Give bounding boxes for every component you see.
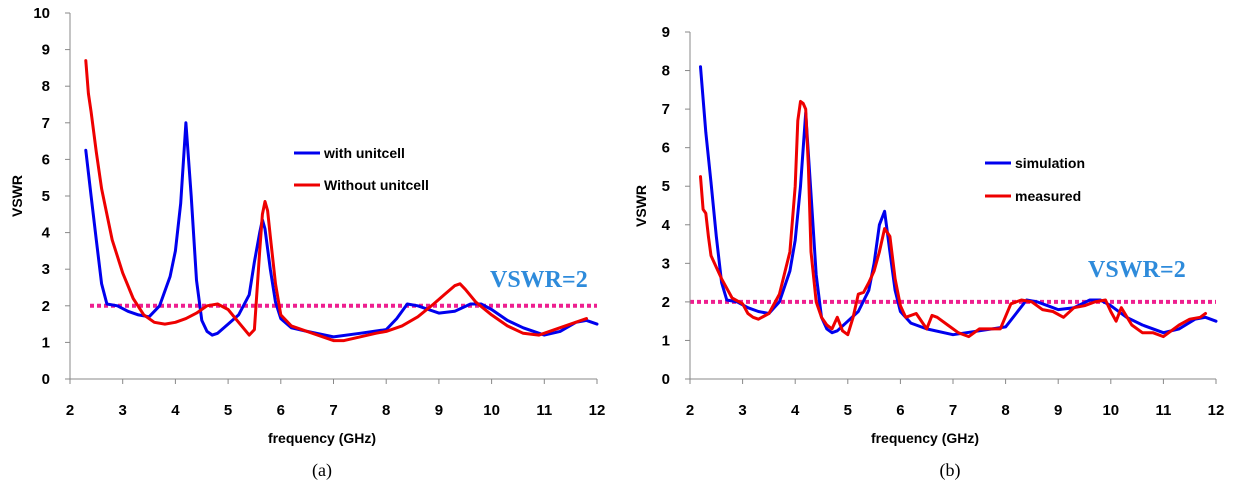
y-axis-label: VSWR <box>633 185 649 227</box>
x-tick-label: 12 <box>589 402 606 419</box>
legend-label-simulation: simulation <box>1015 155 1085 171</box>
x-tick-label: 5 <box>224 402 232 419</box>
y-tick-label: 3 <box>42 261 50 278</box>
x-axis-label: frequency (GHz) <box>871 430 979 446</box>
legend-label-with-unitcell: with unitcell <box>323 145 405 161</box>
x-tick-label: 6 <box>896 402 904 419</box>
vswr-annotation: VSWR=2 <box>1088 257 1186 283</box>
y-tick-label: 6 <box>662 140 670 157</box>
y-tick-label: 9 <box>662 24 670 41</box>
x-tick-label: 8 <box>1001 402 1009 419</box>
y-tick-label: 4 <box>42 225 51 242</box>
y-tick-label: 8 <box>42 78 50 95</box>
y-tick-label: 0 <box>662 371 670 388</box>
x-tick-label: 3 <box>119 402 127 419</box>
y-tick-label: 5 <box>42 188 50 205</box>
y-tick-label: 6 <box>42 151 50 168</box>
y-axis-label: VSWR <box>9 175 25 217</box>
x-tick-label: 7 <box>329 402 337 419</box>
x-tick-label: 5 <box>844 402 852 419</box>
y-tick-label: 5 <box>662 178 670 195</box>
legend-label-measured: measured <box>1015 188 1081 204</box>
series-line-simulation <box>699 65 1218 337</box>
y-tick-label: 1 <box>662 332 670 349</box>
y-tick-label: 8 <box>662 63 670 80</box>
x-tick-label: 11 <box>1155 402 1171 419</box>
x-tick-label: 9 <box>1054 402 1062 419</box>
x-tick-label: 4 <box>791 402 800 419</box>
y-tick-label: 0 <box>42 371 50 388</box>
y-tick-label: 7 <box>42 115 50 132</box>
x-tick-label: 10 <box>1102 402 1119 419</box>
y-tick-label: 2 <box>662 294 670 311</box>
y-tick-label: 7 <box>662 101 670 118</box>
vswr-annotation: VSWR=2 <box>490 267 588 293</box>
x-tick-label: 11 <box>536 402 552 419</box>
caption-b: (b) <box>940 460 961 481</box>
legend-label-without-unitcell: Without unitcell <box>324 177 429 193</box>
x-tick-label: 10 <box>483 402 500 419</box>
y-tick-label: 10 <box>33 5 50 22</box>
x-tick-label: 7 <box>949 402 957 419</box>
x-tick-label: 3 <box>738 402 746 419</box>
series-line-without-unitcell <box>84 59 588 343</box>
x-tick-label: 6 <box>277 402 285 419</box>
y-tick-label: 1 <box>42 334 50 351</box>
caption-a: (a) <box>312 460 332 481</box>
y-tick-label: 4 <box>662 217 671 234</box>
x-tick-label: 2 <box>66 402 74 419</box>
x-tick-label: 12 <box>1208 402 1225 419</box>
y-tick-label: 9 <box>42 42 50 59</box>
x-tick-label: 4 <box>171 402 180 419</box>
x-tick-label: 8 <box>382 402 390 419</box>
x-axis-label: frequency (GHz) <box>268 430 376 446</box>
y-tick-label: 2 <box>42 298 50 315</box>
x-tick-label: 2 <box>686 402 694 419</box>
y-tick-label: 3 <box>662 255 670 272</box>
series-line-measured <box>699 99 1207 339</box>
x-tick-label: 9 <box>435 402 443 419</box>
